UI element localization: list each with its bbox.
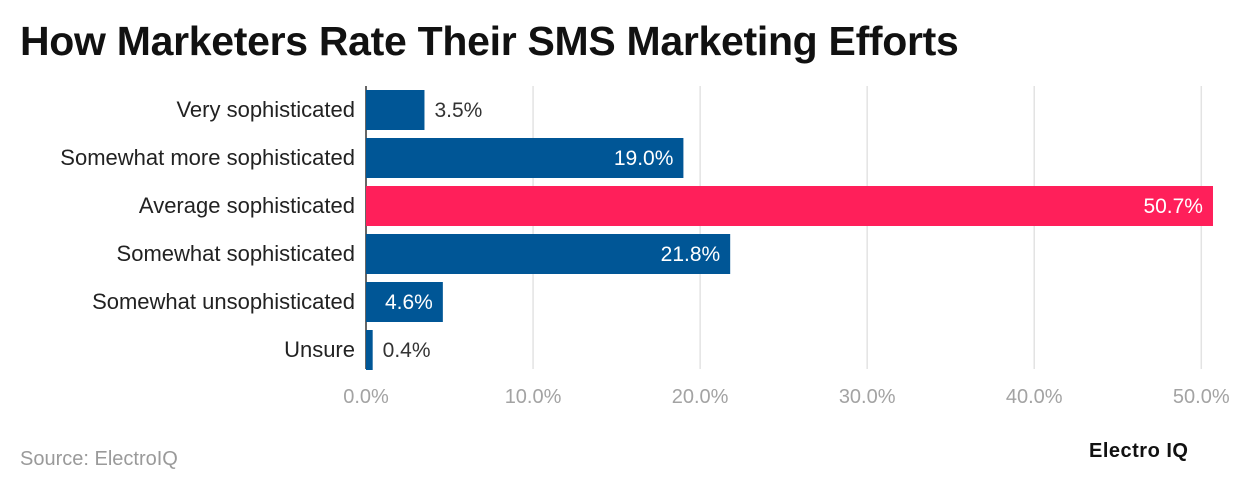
value-label: 3.5% bbox=[434, 99, 482, 122]
x-tick-label: 50.0% bbox=[1173, 386, 1230, 408]
bar bbox=[366, 234, 731, 274]
source-note: Source: ElectroIQ bbox=[20, 448, 178, 470]
value-label: 4.6% bbox=[385, 291, 433, 314]
chart-title: How Marketers Rate Their SMS Marketing E… bbox=[20, 18, 959, 64]
bar bbox=[366, 90, 425, 130]
category-label: Somewhat sophisticated bbox=[117, 241, 355, 266]
value-label: 21.8% bbox=[661, 243, 721, 266]
category-label: Somewhat more sophisticated bbox=[60, 145, 355, 170]
x-tick-label: 40.0% bbox=[1006, 386, 1063, 408]
bar bbox=[366, 138, 684, 178]
bar bbox=[366, 186, 1213, 226]
value-label: 19.0% bbox=[614, 147, 674, 170]
x-tick-label: 20.0% bbox=[672, 386, 729, 408]
x-tick-label: 0.0% bbox=[343, 386, 389, 408]
x-tick-label: 10.0% bbox=[505, 386, 562, 408]
category-label: Unsure bbox=[284, 337, 355, 362]
bar bbox=[366, 282, 443, 322]
category-label: Somewhat unsophisticated bbox=[92, 289, 355, 314]
category-label: Very sophisticated bbox=[176, 97, 355, 122]
labels: 0.0% 10.0% 20.0% 30.0% 40.0% 50.0% Very sophis… bbox=[60, 97, 1230, 408]
category-label: Average sophisticated bbox=[139, 193, 355, 218]
bars bbox=[366, 90, 1213, 370]
bar-chart: 0.0% 10.0% 20.0% 30.0% 40.0% 50.0% Very sophis… bbox=[60, 86, 1230, 408]
value-label: 0.4% bbox=[383, 339, 431, 362]
value-label: 50.7% bbox=[1143, 195, 1203, 218]
grid-lines bbox=[365, 86, 1203, 369]
bar bbox=[366, 330, 373, 370]
brand-logo: Electro IQ bbox=[1089, 440, 1189, 462]
x-tick-label: 30.0% bbox=[839, 386, 896, 408]
